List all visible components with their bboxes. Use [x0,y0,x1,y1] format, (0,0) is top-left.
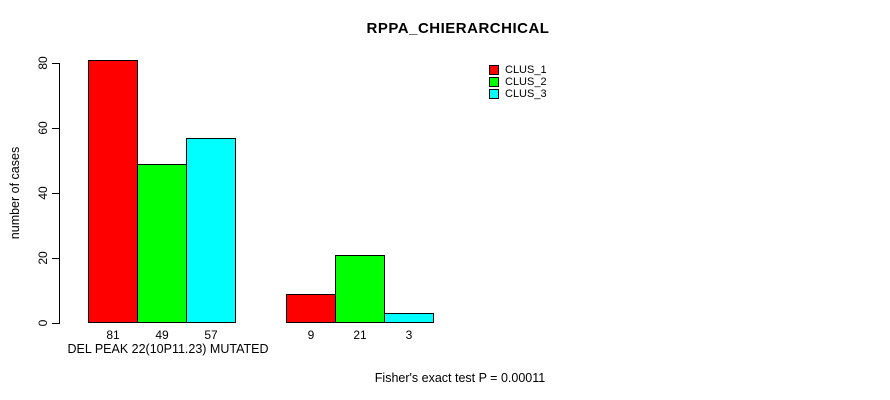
bar-clus_3-group2 [384,313,434,323]
legend-item-clus_2: CLUS_2 [489,76,547,88]
legend-swatch-icon [489,89,499,99]
y-tick [52,258,59,259]
y-axis-title: number of cases [8,146,22,240]
bar-value-label: 9 [307,328,315,342]
legend-label: CLUS_3 [505,88,547,100]
legend-label: CLUS_1 [505,64,547,76]
y-tick-label: 0 [36,319,50,327]
y-tick [52,193,59,194]
y-tick-label: 80 [36,56,50,70]
bar-value-label: 81 [106,328,120,342]
y-tick [52,63,59,64]
bar-clus_1-group1 [88,60,138,323]
y-tick-label: 20 [36,251,50,265]
bar-clus_2-group1 [137,164,187,323]
x-axis-group-label: DEL PEAK 22(10P11.23) MUTATED [67,342,269,356]
y-tick [52,323,59,324]
legend: CLUS_1 CLUS_2 CLUS_3 [489,64,547,100]
bar-value-label: 57 [204,328,218,342]
y-tick-label: 40 [36,186,50,200]
bar-value-label: 3 [405,328,413,342]
bar-clus_2-group2 [335,255,385,323]
y-axis-line [59,63,60,324]
legend-swatch-icon [489,77,499,87]
legend-item-clus_3: CLUS_3 [489,88,547,100]
chart-title: RPPA_CHIERARCHICAL [366,20,550,37]
fisher-test-annotation: Fisher's exact test P = 0.00011 [374,371,546,385]
bar-value-label: 21 [353,328,367,342]
bar-value-label: 49 [155,328,169,342]
y-tick [52,128,59,129]
bar-clus_3-group1 [186,138,236,323]
bar-clus_1-group2 [286,294,336,323]
y-tick-label: 60 [36,121,50,135]
legend-item-clus_1: CLUS_1 [489,64,547,76]
legend-swatch-icon [489,65,499,75]
legend-label: CLUS_2 [505,76,547,88]
